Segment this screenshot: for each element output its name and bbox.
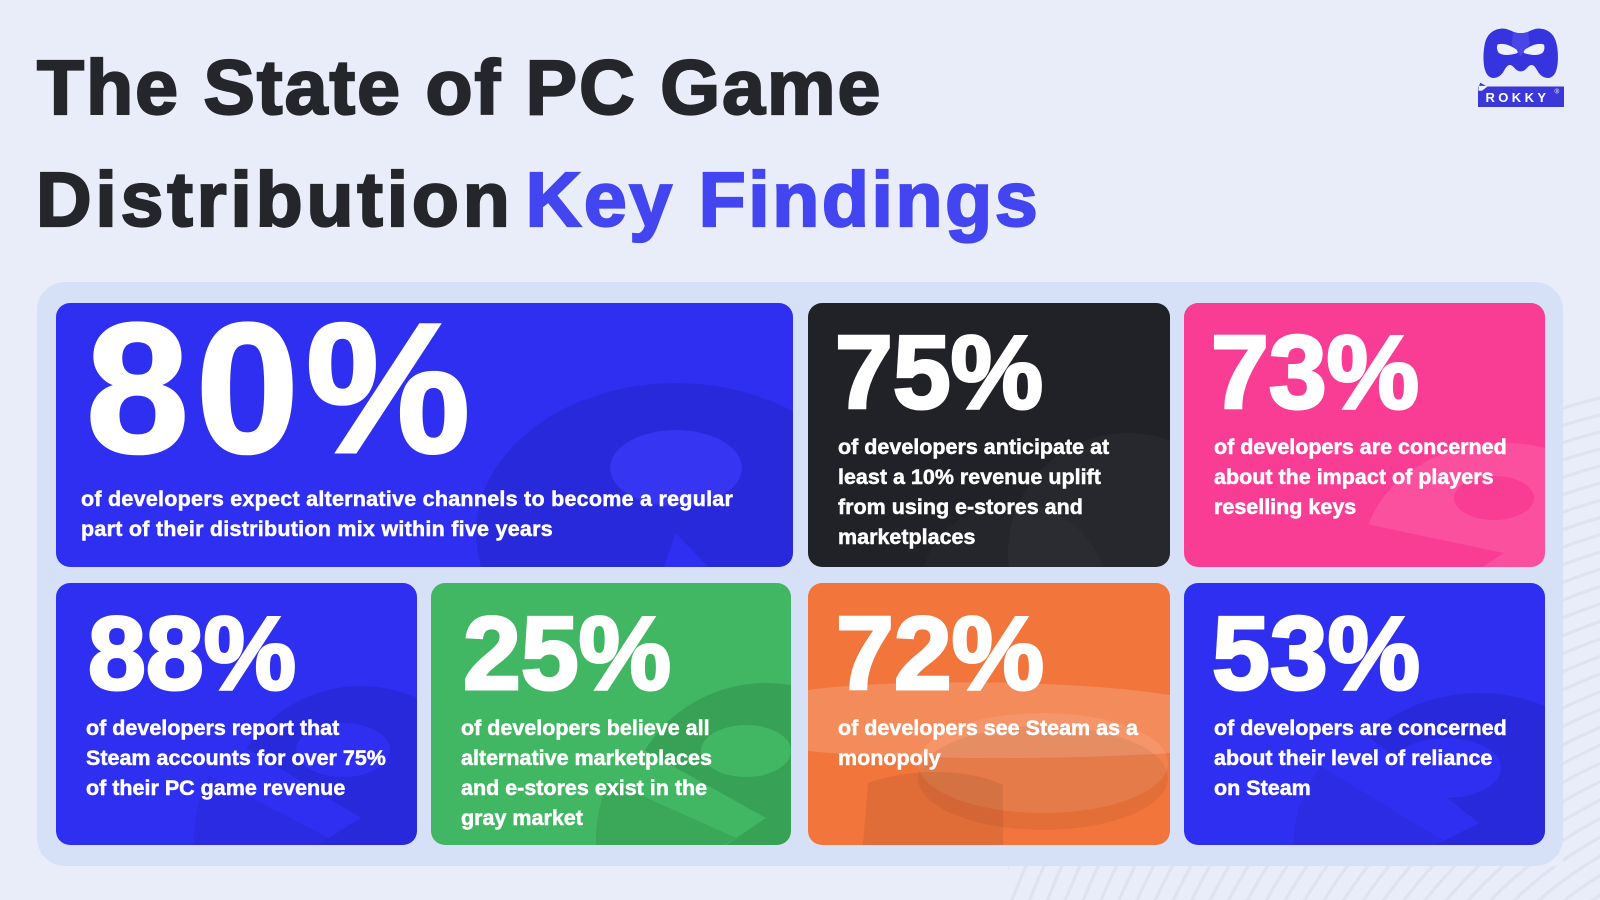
svg-text:®: ® bbox=[1555, 88, 1560, 96]
svg-text:ROKKY: ROKKY bbox=[1486, 90, 1550, 105]
